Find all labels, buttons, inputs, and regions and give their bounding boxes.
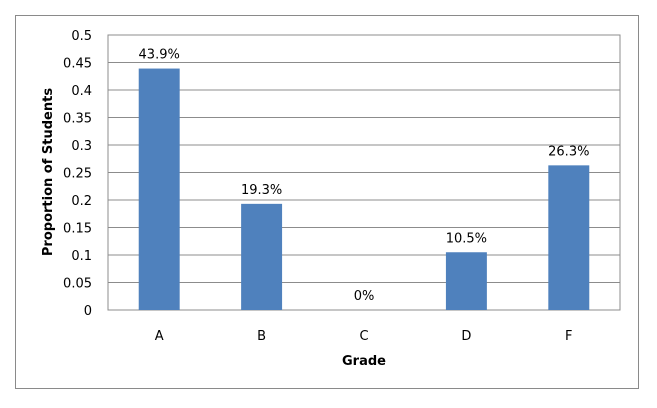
data-labels: 43.9% 19.3% 0% 10.5% 26.3% xyxy=(139,48,590,304)
bar-f xyxy=(548,165,590,310)
y-tick-label: 0.15 xyxy=(63,222,92,237)
y-tick-label: 0.5 xyxy=(71,29,92,44)
data-label-a: 43.9% xyxy=(139,48,180,63)
chart-frame xyxy=(15,15,639,389)
data-label-b: 19.3% xyxy=(241,183,282,198)
bar-d xyxy=(445,252,487,310)
y-axis-title: Proportion of Students xyxy=(41,88,56,256)
y-tick-label: 0.35 xyxy=(63,112,92,127)
y-tick-label: 0.05 xyxy=(63,277,92,292)
data-label-d: 10.5% xyxy=(446,231,487,246)
data-label-c: 0% xyxy=(354,289,375,304)
plot-area xyxy=(107,34,621,311)
y-tick-label: 0.1 xyxy=(71,249,92,264)
bars xyxy=(138,68,590,310)
y-tick-label: 0.45 xyxy=(63,57,92,72)
bar-b xyxy=(241,203,283,310)
x-tick-label: C xyxy=(359,329,368,344)
gridlines xyxy=(108,34,620,311)
y-tick-label: 0.3 xyxy=(71,139,92,154)
y-tick-label: 0.4 xyxy=(71,84,92,99)
bar-a xyxy=(138,68,180,310)
y-tick-label: 0 xyxy=(84,304,92,319)
data-label-f: 26.3% xyxy=(548,144,589,159)
y-tick-label: 0.2 xyxy=(71,194,92,209)
plot-border xyxy=(107,34,621,311)
x-tick-label: D xyxy=(461,329,471,344)
x-tick-label: A xyxy=(155,329,164,344)
x-axis-title: Grade xyxy=(342,354,386,369)
x-tick-label: B xyxy=(257,329,266,344)
y-tick-label: 0.25 xyxy=(63,167,92,182)
y-axis-ticks: 0 0.05 0.1 0.15 0.2 0.25 0.3 0.35 0.4 0.45 0.5 xyxy=(63,29,92,319)
x-tick-label: F xyxy=(565,329,572,344)
